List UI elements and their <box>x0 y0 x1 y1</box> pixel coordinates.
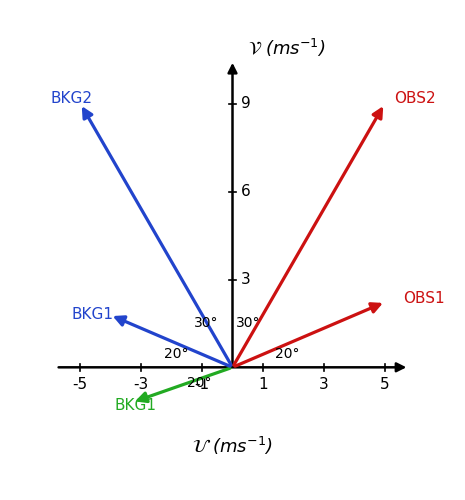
Text: -5: -5 <box>73 376 88 392</box>
Text: 3: 3 <box>319 376 329 392</box>
Text: 20°: 20° <box>275 347 299 361</box>
Text: 30°: 30° <box>194 316 219 330</box>
Text: 9: 9 <box>241 96 251 112</box>
Text: 20°: 20° <box>164 347 188 361</box>
Text: BKG1: BKG1 <box>71 307 113 322</box>
Text: BKG1: BKG1 <box>114 398 156 413</box>
Text: $\mathcal{U}$ (ms$^{-1}$): $\mathcal{U}$ (ms$^{-1}$) <box>192 434 273 456</box>
Text: 1: 1 <box>258 376 268 392</box>
Text: $\mathcal{V}$ (ms$^{-1}$): $\mathcal{V}$ (ms$^{-1}$) <box>248 36 326 59</box>
Text: OBS2: OBS2 <box>394 90 436 106</box>
Text: 6: 6 <box>241 184 251 199</box>
Text: 5: 5 <box>380 376 390 392</box>
Text: 30°: 30° <box>235 316 260 330</box>
Text: OBS1: OBS1 <box>403 291 445 306</box>
Text: -3: -3 <box>133 376 149 392</box>
Text: BKG2: BKG2 <box>50 90 92 106</box>
Text: 20°: 20° <box>187 376 211 390</box>
Text: -1: -1 <box>194 376 210 392</box>
Text: 3: 3 <box>241 272 251 287</box>
